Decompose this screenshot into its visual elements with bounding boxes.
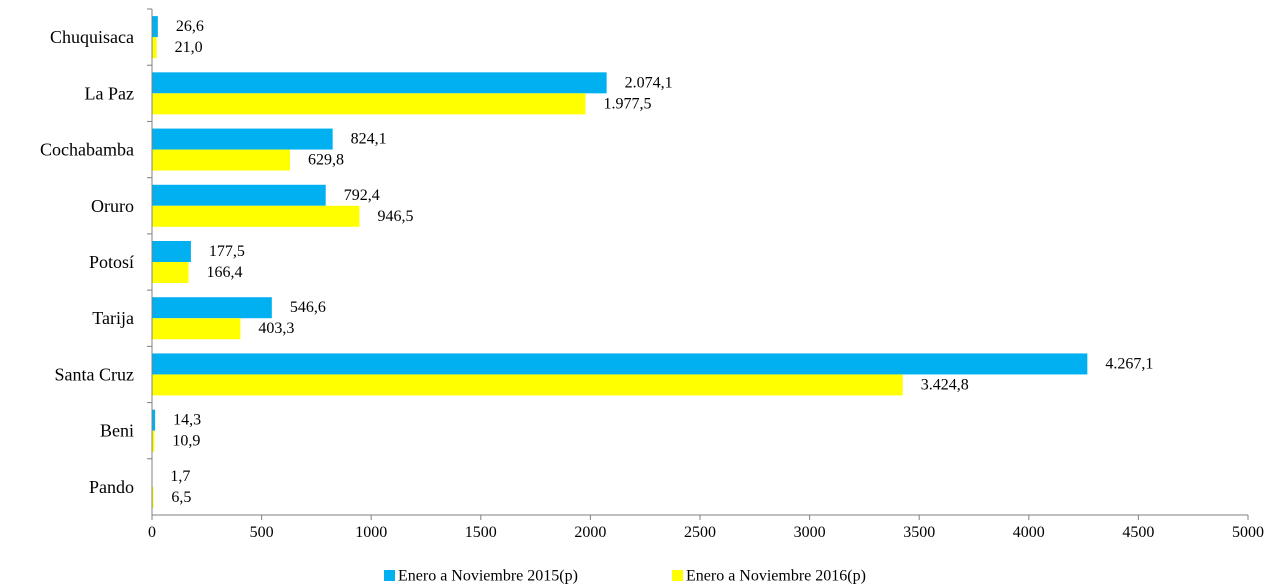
bar-chuquisaca-2015 [152,16,158,37]
category-label-chuquisaca: Chuquisaca [50,27,134,47]
bar-cochabamba-2016 [152,150,290,171]
bar-santa-cruz-2015 [152,353,1087,374]
x-tick-label-1500: 1500 [465,524,497,541]
legend-label-2016: Enero a Noviembre 2016(p) [686,568,866,585]
x-tick-label-0: 0 [148,524,156,541]
value-label-pando-2016: 6,5 [171,489,191,506]
value-label-beni-2016: 10,9 [172,433,200,450]
bar-tarija-2015 [152,297,272,318]
bar-oruro-2016 [152,206,359,227]
legend: Enero a Noviembre 2015(p) Enero a Noviem… [384,568,866,585]
x-tick-label-4000: 4000 [1013,524,1045,541]
value-label-la-paz-2015: 2.074,1 [625,74,673,91]
x-tick-label-3000: 3000 [794,524,826,541]
category-label-pando: Pando [89,477,134,497]
bar-la-paz-2016 [152,93,585,114]
x-tick-label-500: 500 [250,524,274,541]
bar-oruro-2015 [152,185,326,206]
value-label-oruro-2016: 946,5 [377,208,413,225]
bar-la-paz-2015 [152,72,607,93]
category-label-potosi: Potosí [89,252,134,272]
category-label-oruro: Oruro [91,196,134,216]
value-label-cochabamba-2015: 824,1 [351,131,387,148]
category-label-beni: Beni [100,421,134,441]
value-label-cochabamba-2016: 629,8 [308,152,344,169]
bars-layer [152,16,1087,508]
bar-chuquisaca-2016 [152,37,157,58]
value-label-chuquisaca-2015: 26,6 [176,18,204,35]
category-label-la-paz: La Paz [85,83,134,103]
value-label-chuquisaca-2016: 21,0 [175,39,203,56]
value-label-potosi-2015: 177,5 [209,243,245,260]
x-tick-label-5000: 5000 [1232,524,1264,541]
category-label-santa-cruz: Santa Cruz [55,364,134,384]
x-tick-label-3500: 3500 [903,524,935,541]
x-axis-ticks: 0 500 1000 1500 2000 2500 3000 3500 4000 4500 5000 [148,515,1264,541]
x-tick-label-4500: 4500 [1122,524,1154,541]
value-label-pando-2015: 1,7 [170,468,190,485]
bar-tarija-2016 [152,318,240,339]
value-label-santa-cruz-2016: 3.424,8 [921,376,969,393]
category-label-tarija: Tarija [92,308,134,328]
value-label-beni-2015: 14,3 [173,412,201,429]
bar-potosi-2015 [152,241,191,262]
bar-potosi-2016 [152,262,188,283]
legend-swatch-2015 [384,570,395,581]
bar-cochabamba-2015 [152,129,333,150]
value-label-la-paz-2016: 1.977,5 [603,95,651,112]
legend-label-2015: Enero a Noviembre 2015(p) [398,568,578,585]
value-label-tarija-2015: 546,6 [290,299,326,316]
legend-swatch-2016 [672,570,683,581]
category-label-cochabamba: Cochabamba [40,140,134,160]
bar-santa-cruz-2016 [152,374,903,395]
value-label-santa-cruz-2015: 4.267,1 [1105,355,1153,372]
category-labels-layer: Chuquisaca La Paz Cochabamba Oruro Potosí Tar… [40,9,152,497]
value-label-potosi-2016: 166,4 [206,264,242,281]
x-tick-label-1000: 1000 [355,524,387,541]
x-tick-label-2000: 2000 [574,524,606,541]
value-label-tarija-2016: 403,3 [258,320,294,337]
x-tick-label-2500: 2500 [684,524,716,541]
value-label-oruro-2015: 792,4 [344,187,380,204]
